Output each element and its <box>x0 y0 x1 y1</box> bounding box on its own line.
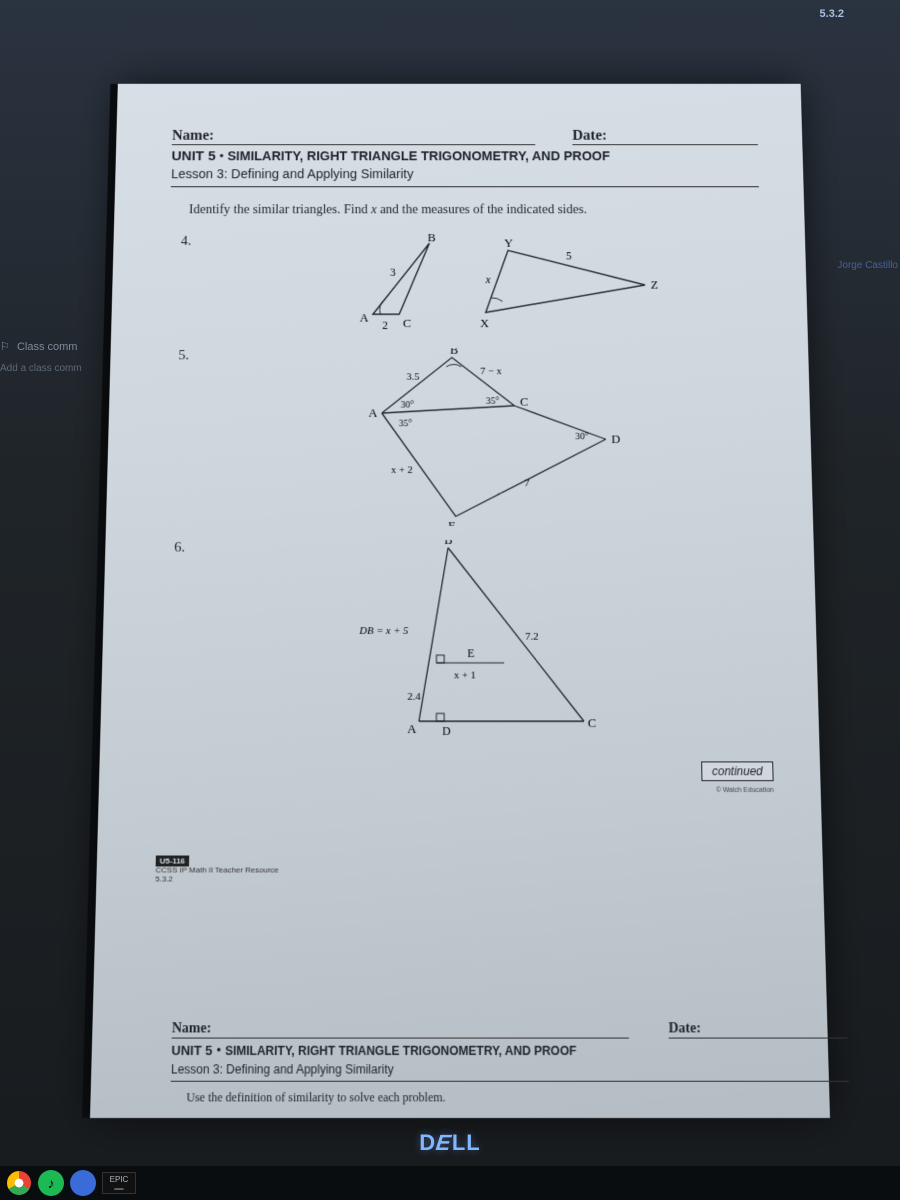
page-code-top: 5.3.2 <box>820 8 844 20</box>
svg-text:C: C <box>587 715 596 730</box>
p4-Z: Z <box>650 278 658 292</box>
p4-B: B <box>427 234 435 244</box>
worksheet-page: Name: Date: UNIT 5 • SIMILARITY, RIGHT T… <box>90 84 830 1118</box>
unit-line: UNIT 5 • SIMILARITY, RIGHT TRIANGLE TRIG… <box>171 149 758 165</box>
problem-6: 6. B A <box>170 540 773 748</box>
footer-block: U5-116 CCSS IP Math II Teacher Resource … <box>155 857 279 884</box>
problem-6-figure: B A C D E DB = x + 5 2.4 x + 1 7.2 <box>273 540 681 743</box>
spotify-icon[interactable]: ♪ <box>38 1170 64 1196</box>
problem-4-figure: A B C 3 2 X Y Z 5 x <box>278 234 673 334</box>
svg-text:E: E <box>467 646 474 660</box>
svg-text:C: C <box>520 395 528 409</box>
p4-C: C <box>403 316 411 330</box>
worksheet-page-2-peek: Name: Date: UNIT 5 • SIMILARITY, RIGHT T… <box>150 1013 870 1110</box>
svg-text:30°: 30° <box>575 432 588 442</box>
p4-X: X <box>480 316 489 330</box>
dell-bezel-logo: DELL <box>419 1130 480 1156</box>
svg-text:B: B <box>450 348 458 356</box>
header-rule <box>171 186 759 187</box>
problem-4-number: 4. <box>181 234 192 249</box>
problem-6-number: 6. <box>174 540 185 556</box>
copyright: © Walch Education <box>716 787 774 794</box>
svg-text:30°: 30° <box>400 400 413 410</box>
class-comments-label[interactable]: Class comm <box>17 341 78 353</box>
date-label: Date: <box>572 128 607 143</box>
topic-label: SIMILARITY, RIGHT TRIANGLE TRIGONOMETRY,… <box>227 149 610 163</box>
p4-A: A <box>359 311 369 325</box>
svg-text:x + 2: x + 2 <box>391 465 413 476</box>
svg-text:B: B <box>444 540 453 547</box>
screen-photo: 5.3.2 ⚐ Class comm Add a class comm Jorg… <box>0 0 900 1200</box>
p4-side5: 5 <box>566 249 572 262</box>
p4-side3: 3 <box>390 266 396 279</box>
problem-5-number: 5. <box>178 348 189 364</box>
instructions: Identify the similar triangles. Find x a… <box>189 203 760 217</box>
problem-5: 5. A B C D E <box>175 348 768 530</box>
svg-text:DB = x + 5: DB = x + 5 <box>358 625 408 637</box>
svg-text:35°: 35° <box>486 396 499 406</box>
header-name-date: Name: Date: <box>172 128 758 145</box>
problem-4: 4. A B C 3 2 <box>179 234 763 339</box>
svg-text:A: A <box>407 721 417 736</box>
svg-text:7 − x: 7 − x <box>480 366 502 377</box>
classroom-sidebar: ⚐ Class comm Add a class comm <box>0 340 120 374</box>
continued-badge: continued <box>701 761 774 781</box>
name-label: Name: <box>172 128 214 143</box>
app-icon[interactable] <box>70 1170 96 1196</box>
svg-text:A: A <box>368 406 378 420</box>
p4-sidex: x <box>484 273 491 286</box>
svg-text:x + 1: x + 1 <box>454 670 476 682</box>
svg-text:7: 7 <box>524 478 530 489</box>
p4-side2: 2 <box>382 319 388 332</box>
p4-Y: Y <box>504 236 513 250</box>
lesson-line: Lesson 3: Defining and Applying Similari… <box>171 167 759 181</box>
svg-text:3.5: 3.5 <box>406 371 419 382</box>
problem-5-figure: A B C D E 3.5 7 − x x + 2 7 30° 35° 35° … <box>276 348 677 526</box>
chromeos-shelf: ♪ EPIC ▁▁ <box>0 1166 900 1200</box>
people-icon: ⚐ <box>0 340 10 353</box>
svg-text:D: D <box>611 432 620 446</box>
svg-text:7.2: 7.2 <box>525 631 538 643</box>
svg-text:E: E <box>448 518 456 526</box>
svg-text:D: D <box>442 724 451 738</box>
epic-games-icon[interactable]: EPIC ▁▁ <box>102 1172 136 1194</box>
unit-label: UNIT 5 <box>171 149 215 164</box>
chrome-icon[interactable] <box>6 1170 32 1196</box>
add-class-comment[interactable]: Add a class comm <box>0 363 120 374</box>
shared-user-chip: Jorge Castillo <box>837 260 898 271</box>
svg-text:2.4: 2.4 <box>407 691 421 703</box>
svg-text:35°: 35° <box>398 419 411 429</box>
